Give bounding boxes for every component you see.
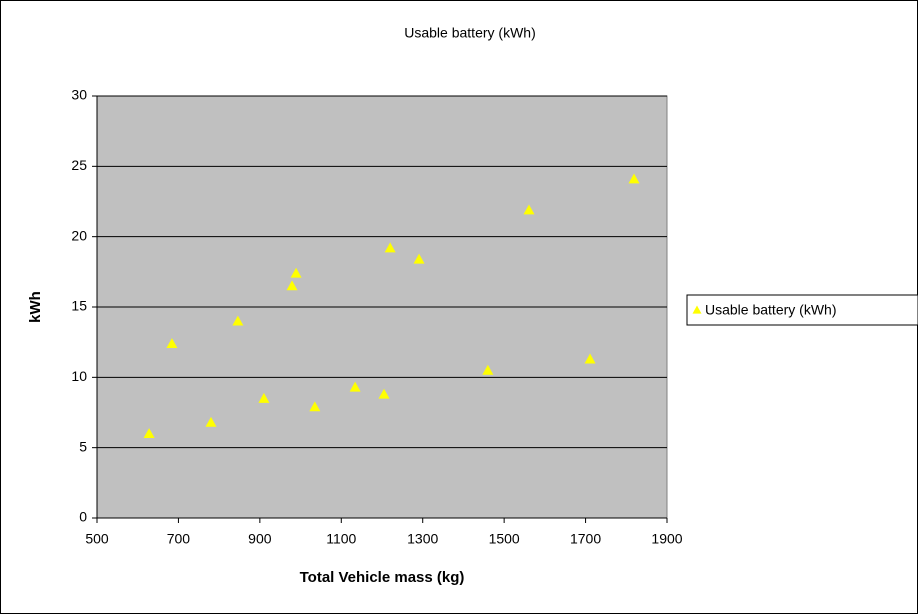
y-tick-label: 15 [71, 298, 87, 314]
y-tick-label: 0 [79, 509, 87, 525]
point [482, 364, 494, 375]
point [584, 353, 596, 364]
x-tick-label: 700 [167, 531, 191, 547]
point [309, 401, 321, 412]
y-axis-label: kWh [27, 291, 44, 323]
point [290, 267, 302, 278]
x-tick-label: 1900 [651, 531, 682, 547]
legend-box [686, 294, 918, 326]
point [166, 338, 178, 348]
chart-title: Usable battery (kWh) [404, 25, 535, 41]
legend-label: Usable battery (kWh) [705, 302, 836, 318]
x-tick-label: 1300 [407, 531, 438, 547]
point [523, 204, 535, 215]
point [384, 242, 396, 253]
x-axis-label: Total Vehicle mass (kg) [300, 569, 465, 586]
y-tick-label: 20 [71, 227, 87, 243]
point [232, 315, 244, 326]
y-tick-label: 10 [71, 368, 87, 384]
legend-marker [692, 305, 702, 314]
point [378, 388, 390, 399]
x-tick-label: 900 [248, 531, 272, 547]
y-tick-label: 30 [71, 87, 87, 103]
point [349, 381, 361, 392]
y-tick-label: 5 [79, 438, 87, 454]
x-tick-label: 500 [85, 531, 109, 547]
point [258, 392, 270, 403]
point [143, 428, 155, 438]
point [413, 253, 425, 264]
y-tick-label: 25 [71, 157, 87, 173]
x-tick-label: 1700 [570, 531, 601, 547]
point [286, 280, 298, 291]
point [205, 416, 217, 427]
x-tick-label: 1500 [489, 531, 520, 547]
x-tick-label: 1100 [326, 531, 356, 547]
point [628, 173, 640, 184]
